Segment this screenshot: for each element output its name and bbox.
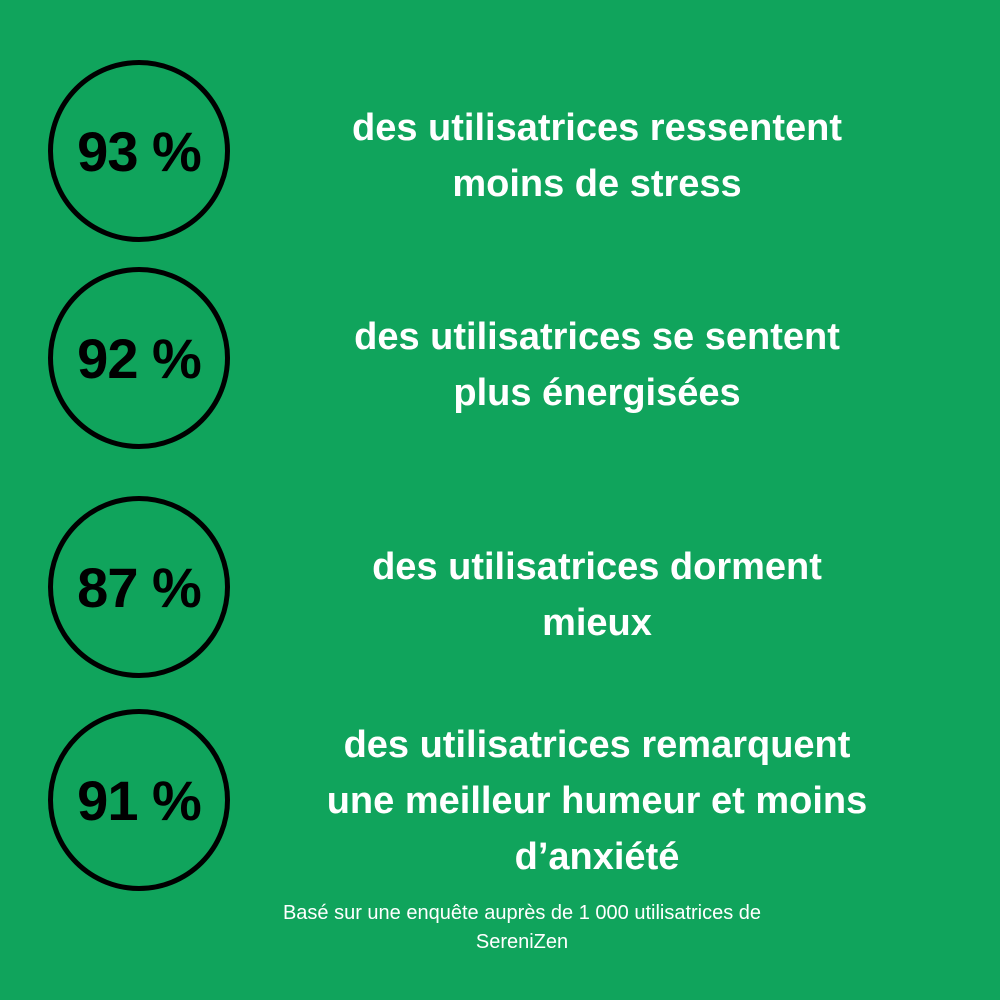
stat-description-4-line-2: une meilleur humeur et moins bbox=[326, 780, 868, 822]
stat-description-1: des utilisatrices ressentent moins de st… bbox=[238, 100, 956, 212]
stat-description-2: des utilisatrices se sentent plus énergi… bbox=[238, 309, 956, 421]
stat-percent-3: 87 % bbox=[77, 555, 202, 619]
stat-description-4-line-1: des utilisatrices remarquent bbox=[343, 724, 851, 766]
survey-source-note: Basé sur une enquête auprès de 1 000 uti… bbox=[172, 899, 872, 957]
stat-description-3-line-2: mieux bbox=[542, 602, 652, 644]
stat-description-1-line-1: des utilisatrices ressentent bbox=[352, 107, 842, 149]
survey-source-note-line-1: Basé sur une enquête auprès de 1 000 uti… bbox=[282, 902, 762, 924]
stat-description-3-line-1: des utilisatrices dorment bbox=[372, 546, 822, 588]
survey-source-note-line-2: SereniZen bbox=[475, 931, 569, 953]
stat-percent-2: 92 % bbox=[77, 326, 202, 390]
stat-description-2-line-1: des utilisatrices se sentent bbox=[354, 316, 840, 358]
stat-description-1-line-2: moins de stress bbox=[452, 163, 742, 205]
stat-description-4-line-3: d’anxiété bbox=[514, 836, 680, 878]
stat-circle-2: 92 % bbox=[48, 267, 230, 449]
stat-circle-3: 87 % bbox=[48, 496, 230, 678]
stat-circle-1: 93 % bbox=[48, 60, 230, 242]
stat-percent-1: 93 % bbox=[77, 119, 202, 183]
stat-description-2-line-2: plus énergisées bbox=[453, 372, 741, 414]
stat-description-3: des utilisatrices dorment mieux bbox=[238, 539, 956, 651]
stat-percent-4: 91 % bbox=[77, 768, 202, 832]
stat-circle-4: 91 % bbox=[48, 709, 230, 891]
stat-description-4: des utilisatrices remarquent une meilleu… bbox=[238, 717, 956, 885]
